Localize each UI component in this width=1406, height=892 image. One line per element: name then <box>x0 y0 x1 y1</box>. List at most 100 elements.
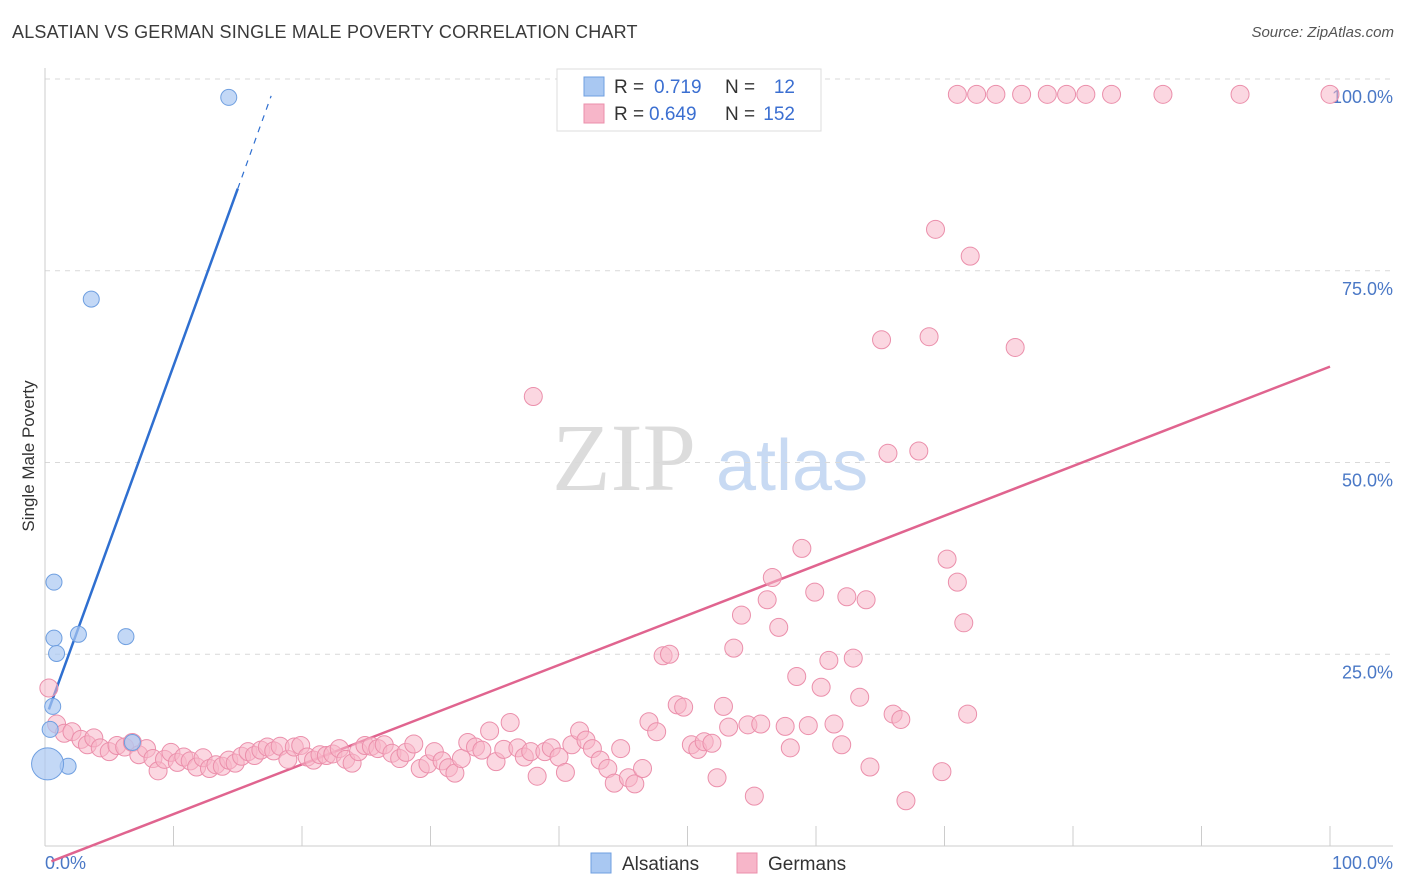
legend-germans-label: Germans <box>768 854 846 875</box>
german-point-132 <box>937 549 957 569</box>
alsatian-n-value: 12 <box>774 77 795 98</box>
y-tick-label-0: 25.0% <box>1342 662 1393 682</box>
german-point-89 <box>647 722 667 742</box>
german-point-128 <box>896 791 916 811</box>
german-point-127 <box>891 709 911 729</box>
y-tick-label-3: 100.0% <box>1332 87 1393 107</box>
german-point-105 <box>751 714 771 734</box>
chart-title: ALSATIAN VS GERMAN SINGLE MALE POVERTY C… <box>12 22 638 42</box>
german-point-123 <box>860 757 880 777</box>
axes <box>44 68 1393 847</box>
watermark: ZIP atlas <box>552 404 868 511</box>
german-point-100 <box>719 717 739 737</box>
german-point-107 <box>762 568 782 588</box>
german-point-134 <box>954 613 974 633</box>
series-legend: Alsatians Germans <box>590 852 846 875</box>
alsatian-point-8 <box>41 720 59 738</box>
german-point-86 <box>625 774 645 794</box>
german-point-102 <box>731 605 751 625</box>
german-point-93 <box>674 697 694 717</box>
german-point-147 <box>1153 84 1173 104</box>
german-point-109 <box>775 716 795 736</box>
german-point-98 <box>707 768 727 788</box>
german-point-142 <box>1012 84 1032 104</box>
german-point-104 <box>744 786 764 806</box>
german-point-139 <box>947 84 967 104</box>
german-points <box>39 84 1340 811</box>
german-point-61 <box>451 749 471 769</box>
german-point-68 <box>500 713 520 733</box>
german-point-120 <box>843 648 863 668</box>
german-point-106 <box>757 590 777 610</box>
alsatian-swatch <box>583 76 605 97</box>
german-point-137 <box>932 762 952 782</box>
german-point-99 <box>713 696 733 716</box>
alsatian-n-label: N = <box>725 77 755 98</box>
german-point-143 <box>1037 84 1057 104</box>
german-point-91 <box>660 644 680 664</box>
german-point-119 <box>837 587 857 607</box>
german-point-0 <box>39 678 59 698</box>
german-point-117 <box>824 714 844 734</box>
german-point-144 <box>1057 84 1077 104</box>
alsatian-points <box>31 88 238 781</box>
german-point-54 <box>404 734 424 754</box>
source-label: Source: ZipAtlas.com <box>1251 24 1394 41</box>
alsatian-r-label: R = <box>614 77 644 98</box>
german-point-76 <box>555 762 575 782</box>
german-point-84 <box>611 739 631 759</box>
y-tick-label-2: 75.0% <box>1342 279 1393 299</box>
alsatian-point-7 <box>44 697 62 715</box>
german-r-value: 0.649 <box>649 104 697 125</box>
x-tick-labels: 0.0% 100.0% <box>45 853 1393 873</box>
german-point-114 <box>805 582 825 602</box>
german-point-124 <box>872 330 892 350</box>
x-tick-label-1: 100.0% <box>1332 853 1393 873</box>
german-point-116 <box>819 650 839 670</box>
x-tick-label-0: 0.0% <box>45 853 86 873</box>
alsatian-point-11 <box>31 747 65 781</box>
german-point-146 <box>1102 84 1122 104</box>
alsatian-point-2 <box>45 573 63 591</box>
german-swatch <box>583 103 605 124</box>
german-point-129 <box>909 441 929 461</box>
german-point-97 <box>702 733 722 753</box>
trendlines <box>47 95 1331 863</box>
alsatian-point-4 <box>48 644 66 662</box>
german-point-133 <box>947 572 967 592</box>
german-point-140 <box>967 84 987 104</box>
german-point-113 <box>798 716 818 736</box>
watermark-atlas: atlas <box>716 426 868 506</box>
german-point-72 <box>527 766 547 786</box>
y-tick-label-1: 50.0% <box>1342 471 1393 491</box>
german-r-label: R = <box>614 104 644 125</box>
alsatian-trendline-extension <box>237 95 272 189</box>
grid <box>45 78 1393 655</box>
german-trendline <box>50 365 1331 863</box>
german-point-149 <box>1320 84 1340 104</box>
alsatian-point-0 <box>220 88 238 106</box>
german-point-136 <box>1005 337 1025 357</box>
german-point-108 <box>769 617 789 637</box>
german-point-141 <box>986 84 1006 104</box>
german-point-65 <box>480 721 500 741</box>
german-point-87 <box>633 759 653 779</box>
stats-legend: R = 0.719 N = 12 R = 0.649 N = 152 <box>556 68 822 132</box>
german-point-148 <box>1230 84 1250 104</box>
german-point-64 <box>472 740 492 760</box>
german-point-125 <box>878 443 898 463</box>
german-point-115 <box>811 677 831 697</box>
alsatian-r-value: 0.719 <box>654 77 702 98</box>
alsatian-point-5 <box>69 625 87 643</box>
alsatian-point-9 <box>123 733 141 751</box>
german-point-122 <box>856 590 876 610</box>
alsatian-trendline <box>47 188 239 710</box>
german-point-131 <box>926 219 946 239</box>
legend-alsatians-label: Alsatians <box>622 854 699 875</box>
german-point-138 <box>958 704 978 724</box>
watermark-zip: ZIP <box>552 404 696 511</box>
legend-alsatians-swatch <box>590 852 612 874</box>
german-n-label: N = <box>725 104 755 125</box>
german-n-value: 152 <box>763 104 795 125</box>
